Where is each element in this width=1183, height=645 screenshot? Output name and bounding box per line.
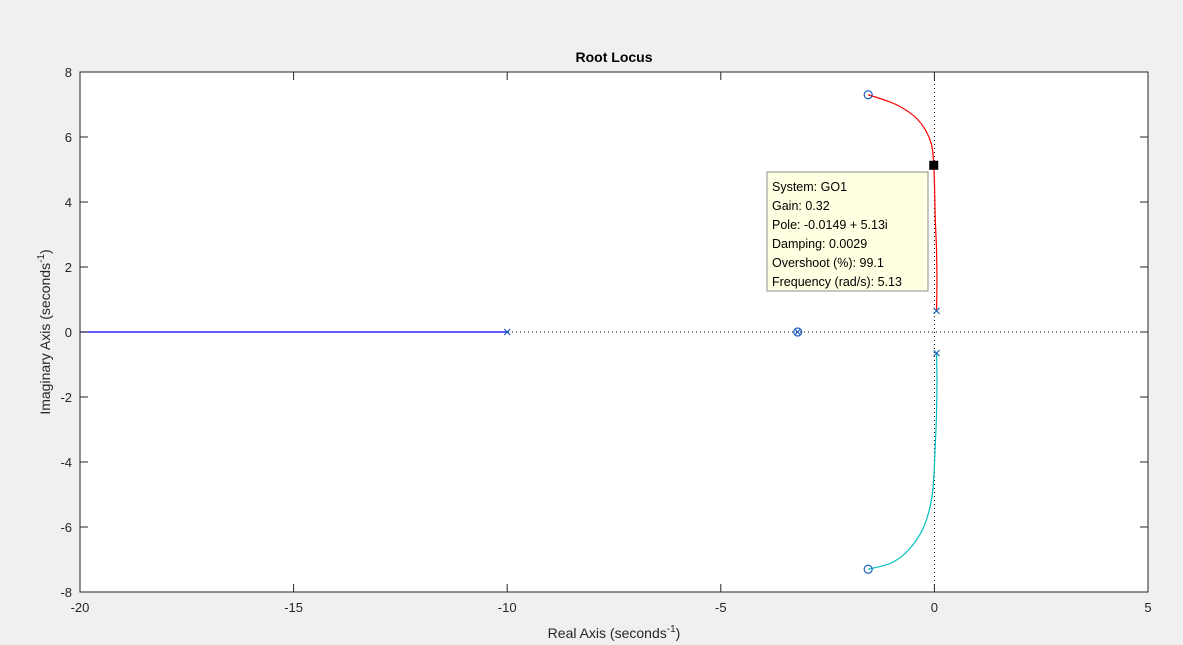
zero-marker[interactable] <box>863 90 873 100</box>
y-axis-label-text: Imaginary Axis (seconds <box>37 263 53 415</box>
y-tick-label: -6 <box>60 520 72 535</box>
y-tick-label: -4 <box>60 455 72 470</box>
x-tick-label: -15 <box>284 600 303 615</box>
datatip-line-frequency: Frequency (rad/s): 5.13 <box>772 275 902 289</box>
pole-marker-stroke <box>933 307 940 315</box>
pole-marker[interactable] <box>933 349 940 357</box>
x-axis-label: Real Axis (seconds-1) <box>548 624 681 641</box>
pole-marker[interactable] <box>794 328 802 336</box>
pole-marker-stroke <box>794 328 802 336</box>
pole-marker-stroke <box>503 328 511 336</box>
datatip-line-damping: Damping: 0.0029 <box>772 237 867 251</box>
y-tick-label: 8 <box>65 65 72 80</box>
y-axis-label-superscript: -1 <box>36 254 47 263</box>
y-tick-label: 6 <box>65 130 72 145</box>
y-axis-label-end: ) <box>37 249 53 254</box>
datatip-box <box>766 171 929 292</box>
x-tick-label: -10 <box>498 600 517 615</box>
zero-marker[interactable] <box>793 327 803 337</box>
y-tick-label: -2 <box>60 390 72 405</box>
x-tick-label: 0 <box>931 600 938 615</box>
x-axis-ticks: -20 -15 -10 -5 0 5 <box>71 72 1152 615</box>
y-tick-label: 2 <box>65 260 72 275</box>
x-axis-label-superscript: -1 <box>667 624 676 635</box>
datatip-line-pole: Pole: -0.0149 + 5.13i <box>772 218 888 232</box>
y-tick-label: 0 <box>65 325 72 340</box>
pole-marker[interactable] <box>503 328 511 336</box>
x-tick-label: -20 <box>71 600 90 615</box>
pole-zero-markers <box>503 90 940 574</box>
x-tick-label: -5 <box>715 600 727 615</box>
chart-title: Root Locus <box>576 49 653 65</box>
datatip-line-overshoot: Overshoot (%): 99.1 <box>772 256 884 270</box>
pole-marker[interactable] <box>933 307 940 315</box>
y-tick-label: 4 <box>65 195 72 210</box>
y-tick-label: -8 <box>60 585 72 600</box>
pole-marker-stroke <box>933 349 940 357</box>
x-tick-label: 5 <box>1144 600 1151 615</box>
selected-point-marker[interactable] <box>929 160 939 170</box>
y-axis-label: Imaginary Axis (seconds-1) <box>36 249 53 414</box>
datatip-line-system: System: GO1 <box>772 180 847 194</box>
reference-lines <box>80 72 1148 592</box>
datatip[interactable]: System: GO1 Gain: 0.32 Pole: -0.0149 + 5… <box>766 171 929 292</box>
zero-marker[interactable] <box>863 564 873 574</box>
x-axis-label-text: Real Axis (seconds <box>548 625 667 641</box>
datatip-line-gain: Gain: 0.32 <box>772 199 830 213</box>
x-axis-label-end: ) <box>676 625 681 641</box>
y-axis-ticks: -8 -6 -4 -2 0 2 4 6 8 <box>60 65 1148 600</box>
branch-lower[interactable] <box>868 353 938 570</box>
